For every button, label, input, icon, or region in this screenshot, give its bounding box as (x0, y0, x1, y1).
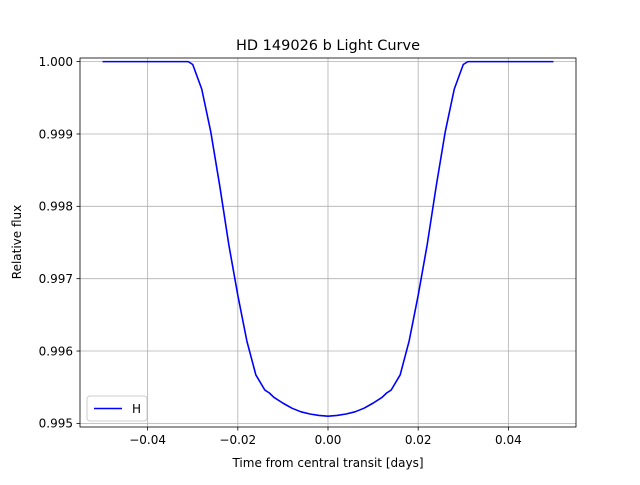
y-tick-label: 0.998 (39, 200, 73, 214)
chart-title: HD 149026 b Light Curve (236, 38, 420, 54)
y-tick-label: 0.999 (39, 127, 73, 141)
y-tick-label: 0.997 (39, 272, 73, 286)
ticks: −0.04 −0.02 0.00 0.02 0.04 0.995 0.996 0.997 0.9… (39, 55, 522, 447)
x-tick-label: −0.02 (219, 433, 256, 447)
y-axis-label: Relative flux (10, 205, 24, 279)
x-tick-label: 0.00 (315, 433, 342, 447)
x-tick-label: −0.04 (129, 433, 166, 447)
x-tick-label: 0.02 (405, 433, 432, 447)
x-tick-label: 0.04 (495, 433, 522, 447)
x-axis-label: Time from central transit [days] (231, 456, 423, 470)
y-tick-label: 1.000 (39, 55, 73, 69)
y-tick-label: 0.996 (39, 344, 73, 358)
series-line-H (102, 60, 554, 417)
y-tick-label: 0.995 (39, 417, 73, 431)
series-layer (102, 60, 554, 417)
legend: H (86, 395, 148, 422)
legend-label: H (132, 402, 141, 416)
